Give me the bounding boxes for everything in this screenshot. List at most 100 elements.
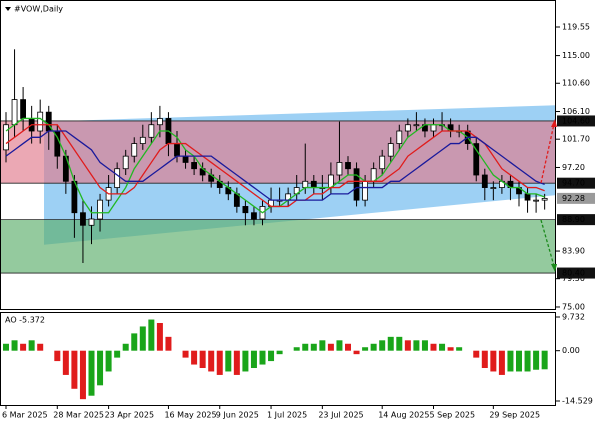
ao-bar xyxy=(79,350,86,400)
down-arrow xyxy=(540,219,555,267)
ao-bar xyxy=(516,350,522,372)
y-tick-label: 97.20 xyxy=(562,163,585,172)
candle-body xyxy=(20,99,27,119)
candle-body xyxy=(131,143,138,157)
ao-bar xyxy=(276,350,283,355)
candle-body xyxy=(430,124,437,132)
ao-bar xyxy=(97,350,104,386)
ao-bar xyxy=(233,350,240,375)
x-tick-label: 5 Sep 2025 xyxy=(430,411,476,420)
ao-bar xyxy=(353,350,360,355)
ao-bar xyxy=(310,343,317,351)
candle-body xyxy=(524,193,531,201)
x-tick-label: 29 Sep 2025 xyxy=(489,411,540,420)
candle-body xyxy=(97,199,103,220)
ao-bar xyxy=(490,350,497,372)
price-panel: 119.55 115.00 110.60 106.10 101.70 97.20 83.90… xyxy=(0,23,595,420)
chart-title: #VOW,Daily xyxy=(14,5,63,14)
candle-body xyxy=(80,212,86,226)
candle-body xyxy=(182,155,189,163)
level-label: 94.70 xyxy=(562,179,585,188)
ao-bar xyxy=(507,350,514,372)
candle-body xyxy=(156,118,163,126)
candle-body xyxy=(191,162,198,170)
ao-bar xyxy=(165,336,172,351)
candle-body xyxy=(387,143,394,157)
candle-body xyxy=(139,136,146,144)
candle-body xyxy=(481,174,488,188)
ao-bar xyxy=(88,350,95,396)
ao-bar xyxy=(54,350,61,362)
zone xyxy=(1,120,556,184)
y-tick-label: 79.50 xyxy=(562,274,585,283)
ao-bar xyxy=(139,326,146,351)
ao-bar xyxy=(456,347,463,351)
ao-bar xyxy=(396,336,403,351)
ao-bar xyxy=(191,350,198,365)
ao-bar xyxy=(114,350,121,358)
ao-bar xyxy=(327,343,334,351)
candle-body xyxy=(251,212,257,220)
ao-bar xyxy=(319,340,326,351)
candle-body xyxy=(345,162,351,170)
ao-bar xyxy=(71,350,78,389)
ao-bar xyxy=(3,343,9,351)
moving-average xyxy=(5,130,545,201)
y-tick-label: 115.00 xyxy=(562,51,590,60)
candle-body xyxy=(541,197,548,201)
y-tick-label: 119.55 xyxy=(562,23,590,32)
candle-body xyxy=(404,124,411,132)
level-box xyxy=(557,192,595,204)
ao-bar xyxy=(216,350,223,375)
level-label: 80.40 xyxy=(562,269,585,278)
y-tick-label: 101.70 xyxy=(562,135,590,144)
candle-body xyxy=(148,124,155,138)
ao-bar xyxy=(481,350,488,369)
down-arrow-head xyxy=(551,264,557,272)
ao-bar xyxy=(430,343,437,351)
candle-body xyxy=(302,180,309,188)
y-tick-label: 106.10 xyxy=(562,107,590,116)
x-tick-label: 1 Jul 2025 xyxy=(267,411,307,420)
ao-bar xyxy=(413,340,420,351)
up-arrow-head xyxy=(551,119,557,127)
candle-body xyxy=(362,180,369,201)
candle-body xyxy=(353,168,360,201)
candle-body xyxy=(122,155,129,170)
x-tick-label: 16 May 2025 xyxy=(164,411,216,420)
candle-body xyxy=(37,111,44,132)
ao-bar xyxy=(498,350,505,375)
ao-bar xyxy=(421,340,428,351)
symbol-icon xyxy=(5,7,11,11)
level-box xyxy=(557,177,595,189)
ao-bar xyxy=(524,350,531,372)
candle-body xyxy=(88,218,95,226)
ao-bar xyxy=(131,333,138,351)
y-tick-label: 83.90 xyxy=(562,247,585,256)
ao-bar xyxy=(447,347,454,351)
level-box xyxy=(557,267,595,279)
ao-bar xyxy=(20,343,27,351)
ao-bar xyxy=(225,350,232,372)
ao-bar xyxy=(336,340,343,351)
forecast-arrows xyxy=(540,119,557,272)
ao-bar xyxy=(473,350,480,358)
ao-bar xyxy=(199,350,206,369)
level-label: 92.28 xyxy=(562,194,585,203)
ao-bar xyxy=(268,350,275,362)
candle-body xyxy=(473,143,480,176)
x-tick-label: 9 Jun 2025 xyxy=(216,411,259,420)
level-box xyxy=(557,115,595,127)
candle-body xyxy=(310,180,317,188)
zone xyxy=(1,219,556,274)
ao-bar xyxy=(148,319,155,351)
level-box xyxy=(557,214,595,226)
moving-average xyxy=(5,124,545,208)
ao-bar xyxy=(379,340,386,351)
candle-body xyxy=(3,124,9,151)
ao-bar xyxy=(439,343,446,351)
ao-bar xyxy=(387,336,394,351)
ao-bar xyxy=(62,350,69,375)
ao-panel: 9.732 0.00 -14.529 xyxy=(3,313,593,406)
